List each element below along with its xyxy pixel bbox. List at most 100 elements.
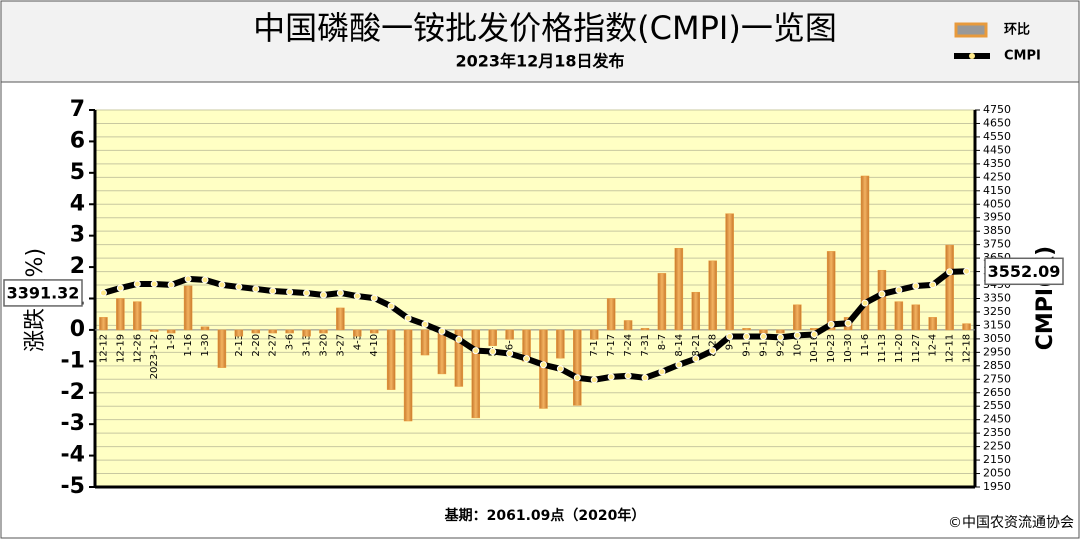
bar (657, 273, 667, 331)
chart-title: 中国磷酸一铵批发价格指数(CMPI)一览图 (253, 9, 837, 47)
bar (99, 317, 108, 331)
bar (166, 329, 176, 334)
bar (353, 329, 362, 337)
x-tick-label: 9-18 (758, 334, 769, 357)
point (878, 290, 886, 298)
legend-label: CMPI (1004, 49, 1041, 64)
point (523, 355, 531, 363)
y2-tick-label: 3850 (983, 224, 1011, 237)
bar (640, 328, 650, 331)
y2-tick-label: 2750 (983, 372, 1011, 385)
credit: ©中国农资流通协会 (948, 515, 1074, 531)
y2-tick-label: 2250 (983, 440, 1011, 453)
point (946, 268, 954, 276)
y2-tick-label: 4350 (983, 157, 1011, 170)
x-tick-label: 9-11 (742, 334, 753, 357)
x-tick-label: 1-30 (200, 334, 211, 357)
bar (437, 329, 447, 375)
bar (589, 329, 599, 340)
point (743, 332, 751, 340)
point (235, 283, 243, 291)
point (675, 361, 683, 369)
x-tick-label: 12-4 (928, 334, 939, 357)
bar (454, 329, 464, 387)
y-tick-label: -1 (61, 348, 85, 373)
point (472, 347, 480, 355)
bar (826, 251, 836, 331)
bar (302, 329, 311, 337)
x-tick-label: 3-27 (335, 334, 346, 357)
y2-tick-label: 3250 (983, 305, 1011, 318)
y2-tick-label: 2450 (983, 413, 1011, 426)
point (353, 292, 361, 300)
point (286, 288, 294, 296)
y2-tick-label: 3150 (983, 318, 1011, 331)
x-tick-label: 4-3 (352, 334, 363, 350)
bar (860, 175, 870, 331)
y-tick-label: 5 (70, 160, 85, 185)
point (844, 319, 852, 327)
subtitle: 2023年12月18日发布 (455, 52, 624, 71)
bar (877, 269, 887, 331)
point (421, 320, 429, 328)
bar (268, 329, 277, 334)
point (184, 275, 192, 283)
x-tick-label: 8-7 (657, 334, 668, 350)
point (150, 280, 158, 288)
bar (776, 329, 785, 334)
y2-tick-label: 4050 (983, 197, 1011, 210)
bar (505, 329, 514, 340)
bar (217, 329, 227, 368)
x-tick-label: 12-12 (98, 334, 109, 363)
point (573, 374, 581, 382)
y2-tick-label: 2050 (983, 467, 1011, 480)
point (269, 287, 277, 295)
y-tick-label: 2 (70, 254, 85, 279)
bar (573, 329, 582, 406)
bar (793, 304, 802, 331)
y2-tick-label: 3950 (983, 211, 1011, 224)
bar (539, 329, 548, 409)
x-tick-label: 11-27 (911, 334, 922, 363)
y2-tick-label: 2150 (983, 453, 1011, 466)
header (0, 0, 1080, 83)
bar (471, 329, 481, 419)
bar (133, 301, 142, 331)
y2-tick-label: 2350 (983, 426, 1011, 439)
x-tick-label: 8-21 (691, 334, 702, 357)
point (336, 289, 344, 297)
bar (403, 329, 413, 422)
y2-tick-label: 2650 (983, 386, 1011, 399)
point (303, 289, 311, 297)
x-tick-label: 8-14 (674, 334, 685, 357)
x-tick-label: 3-20 (318, 334, 329, 357)
x-tick-label: 7-31 (640, 334, 651, 357)
legend-label: 环比 (1004, 22, 1030, 38)
point (167, 281, 175, 289)
bar (674, 247, 684, 331)
x-tick-label: 10-23 (826, 334, 837, 363)
x-tick-label: 8-28 (708, 334, 719, 357)
x-tick-label: 2023-1-2 (149, 334, 160, 379)
point (624, 372, 632, 380)
x-tick-label: 11-6 (860, 334, 871, 357)
x-tick-label: 12-26 (132, 334, 143, 363)
x-tick-label: 6-5 (505, 334, 516, 350)
point (489, 348, 497, 356)
x-tick-label: 11-20 (894, 334, 905, 363)
bar (251, 329, 261, 334)
value-label: 3391.32 (7, 283, 80, 302)
bar (285, 329, 294, 334)
bar (200, 326, 210, 331)
bar (116, 298, 125, 331)
bar (742, 328, 751, 331)
point (810, 330, 818, 338)
x-tick-label: 4-10 (369, 334, 380, 357)
bar (488, 329, 497, 346)
y-tick-label: 7 (70, 97, 85, 122)
point (218, 281, 226, 289)
point (658, 368, 666, 376)
point (759, 332, 767, 340)
bar (336, 307, 345, 331)
bar (556, 329, 565, 359)
